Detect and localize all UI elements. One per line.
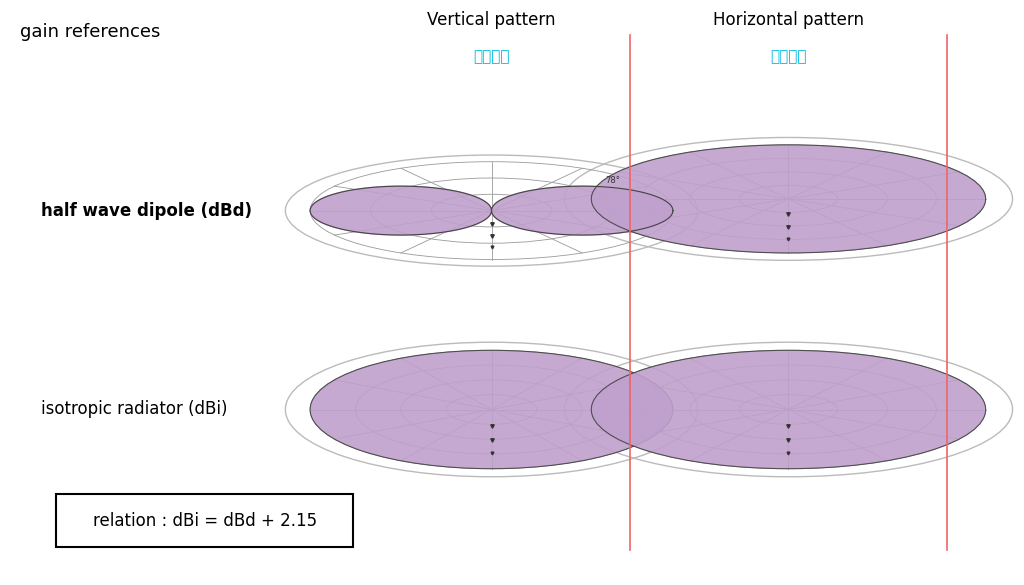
Ellipse shape bbox=[310, 350, 673, 469]
FancyBboxPatch shape bbox=[56, 494, 353, 547]
Text: 垂直图案: 垂直图案 bbox=[473, 49, 510, 64]
Ellipse shape bbox=[591, 145, 986, 253]
Text: relation : dBi = dBd + 2.15: relation : dBi = dBd + 2.15 bbox=[93, 512, 316, 529]
Ellipse shape bbox=[591, 350, 986, 469]
Text: 水平图案: 水平图案 bbox=[770, 49, 807, 64]
Text: gain references: gain references bbox=[20, 23, 161, 42]
Text: half wave dipole (dBd): half wave dipole (dBd) bbox=[41, 202, 252, 219]
Polygon shape bbox=[310, 186, 673, 235]
Text: isotropic radiator (dBi): isotropic radiator (dBi) bbox=[41, 401, 227, 418]
Text: Vertical pattern: Vertical pattern bbox=[427, 11, 556, 29]
Text: Horizontal pattern: Horizontal pattern bbox=[713, 11, 864, 29]
Text: 78°: 78° bbox=[605, 176, 620, 184]
